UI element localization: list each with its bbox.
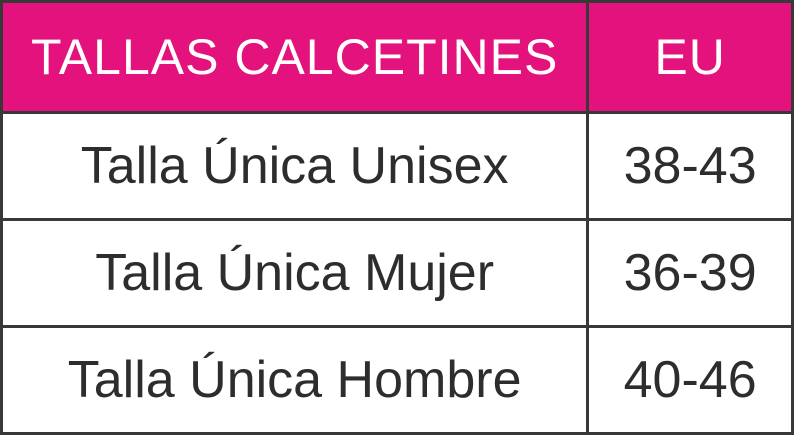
eu-range-cell: 36-39: [586, 218, 794, 328]
eu-range-cell: 40-46: [586, 325, 794, 435]
eu-range-cell: 38-43: [586, 111, 794, 221]
header-cell-eu: EU: [586, 0, 794, 114]
header-cell-sizes: TALLAS CALCETINES: [0, 0, 590, 114]
size-label-cell: Talla Única Hombre: [0, 325, 590, 435]
table-row: Talla Única Mujer 36-39: [0, 218, 794, 328]
size-label-cell: Talla Única Unisex: [0, 111, 590, 221]
table-row: Talla Única Hombre 40-46: [0, 325, 794, 435]
size-label-cell: Talla Única Mujer: [0, 218, 590, 328]
table-row: Talla Única Unisex 38-43: [0, 111, 794, 221]
table-header-row: TALLAS CALCETINES EU: [0, 0, 794, 114]
